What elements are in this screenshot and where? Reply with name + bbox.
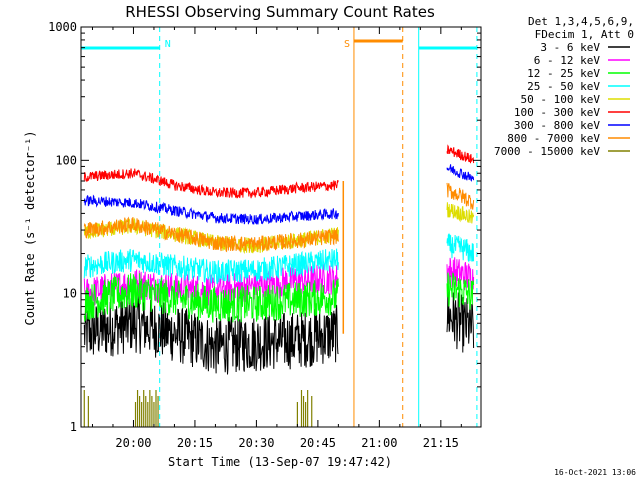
series-5-segment-1 [446, 144, 475, 164]
series-3-segment-1 [446, 232, 475, 263]
region-0-label: N [165, 39, 171, 50]
plot-frame [80, 26, 482, 428]
y-tick-label-3: 1000 [48, 20, 77, 34]
legend: Det 1,3,4,5,6,9, FDecim 1, Att 0 3 - 6 k… [494, 15, 634, 158]
series-5-segment-0 [83, 168, 339, 199]
region-1-label: S [344, 39, 350, 50]
x-tick-label-3: 20:45 [300, 436, 336, 450]
legend-label-1: 6 - 12 keV [534, 54, 601, 67]
y-axis: 1 10 100 1000 [48, 20, 481, 434]
series-7-segment-1 [446, 182, 475, 210]
legend-label-2: 12 - 25 keV [527, 67, 600, 80]
series-3 [83, 232, 475, 285]
y-axis-label: Count Rate (s⁻¹ detector⁻¹) [23, 130, 37, 325]
x-axis: 20:00 20:15 20:30 20:45 21:00 21:15 [91, 27, 462, 450]
x-axis-label: Start Time (13-Sep-07 19:47:42) [168, 455, 392, 469]
series-0-segment-1 [446, 291, 475, 353]
series-7-segment-0 [83, 216, 339, 253]
legend-label-4: 50 - 100 keV [521, 93, 601, 106]
x-tick-label-1: 20:15 [177, 436, 213, 450]
legend-header-line-2: FDecim 1, Att 0 [535, 28, 634, 41]
series-3-segment-0 [83, 248, 339, 285]
series-4-segment-1 [446, 202, 475, 224]
series-1-segment-1 [446, 257, 475, 295]
generation-timestamp: 16-Oct-2021 13:06 [554, 468, 636, 477]
x-tick-label-0: 20:00 [115, 436, 151, 450]
y-tick-label-0: 1 [70, 420, 77, 434]
chart-title: RHESSI Observing Summary Count Rates [125, 3, 435, 21]
x-tick-label-4: 21:00 [361, 436, 397, 450]
x-tick-label-2: 20:30 [238, 436, 274, 450]
series-2-segment-1 [446, 272, 475, 310]
legend-label-3: 25 - 50 keV [527, 80, 600, 93]
series-5 [83, 144, 475, 199]
series-7 [83, 182, 475, 253]
x-tick-label-5: 21:15 [423, 436, 459, 450]
series-2-segment-0 [83, 273, 339, 323]
series-6 [83, 164, 475, 225]
legend-label-7: 800 - 7000 keV [507, 132, 600, 145]
series-2 [83, 272, 475, 323]
legend-label-5: 100 - 300 keV [514, 106, 600, 119]
legend-label-8: 7000 - 15000 keV [494, 145, 600, 158]
legend-label-6: 300 - 800 keV [514, 119, 600, 132]
legend-label-0: 3 - 6 keV [540, 41, 600, 54]
y-tick-label-2: 100 [55, 153, 77, 167]
series-6-segment-1 [446, 164, 475, 182]
legend-header-line-1: Det 1,3,4,5,6,9, [528, 15, 634, 28]
series-6-segment-0 [83, 194, 339, 225]
y-tick-label-1: 10 [63, 287, 77, 301]
